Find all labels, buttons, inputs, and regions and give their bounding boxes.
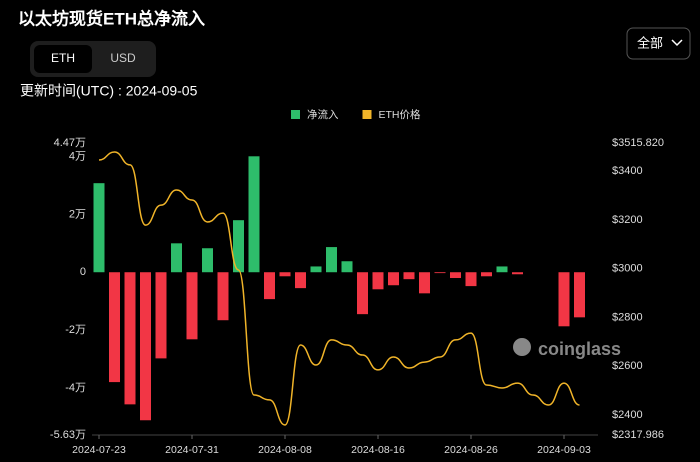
legend-swatch <box>362 110 372 119</box>
legend-swatch <box>291 110 300 119</box>
bar <box>171 243 182 273</box>
price-line <box>98 151 580 426</box>
bar <box>465 272 477 287</box>
legend-label: ETH价格 <box>379 108 421 121</box>
dropdown-arrow <box>671 39 683 47</box>
bar <box>558 272 570 327</box>
bar <box>264 272 275 300</box>
bar <box>326 247 337 273</box>
y2-tick-label: $2400 <box>612 409 643 421</box>
y-tick-label: -5.63万 <box>50 429 86 441</box>
bar <box>217 272 229 321</box>
bar <box>310 266 322 273</box>
bar <box>202 248 213 273</box>
x-tick-label: 2024-07-31 <box>165 444 219 456</box>
y2-tick-label: $3000 <box>612 263 643 275</box>
y2-tick-label: $2600 <box>612 360 643 372</box>
y2-tick-label: $3400 <box>612 165 643 177</box>
bar <box>140 272 151 421</box>
y-tick-label: -4万 <box>65 382 86 394</box>
x-tick-label: 2024-09-03 <box>537 444 591 456</box>
x-tick-label: 2024-08-16 <box>351 444 405 456</box>
bar <box>93 183 105 273</box>
update-time: 更新时间(UTC) : 2024-09-05 <box>20 83 198 99</box>
bar <box>186 272 198 340</box>
y2-tick-label: $3515.820 <box>612 137 664 149</box>
legend-label: 净流入 <box>307 108 339 121</box>
dropdown[interactable] <box>626 27 691 60</box>
bar <box>496 266 508 273</box>
bar <box>357 272 368 315</box>
toggle-selected <box>34 45 92 73</box>
y-tick-label: 2万 <box>69 208 86 220</box>
bar <box>295 272 306 289</box>
bar <box>574 272 585 318</box>
bar <box>512 272 523 275</box>
bar <box>155 272 167 359</box>
bar <box>248 156 260 273</box>
y2-tick-label: $2317.986 <box>612 429 664 441</box>
bar <box>279 272 291 277</box>
toggle-option[interactable]: USD <box>110 51 136 65</box>
y-tick-label: 4万 <box>69 150 86 162</box>
watermark-icon <box>513 338 531 356</box>
y-tick-label: -2万 <box>65 324 86 336</box>
bar <box>450 272 461 279</box>
y-tick-label: 4.47万 <box>54 137 86 149</box>
toggle-option[interactable]: ETH <box>51 51 75 65</box>
bar <box>109 272 120 383</box>
chart-title: 以太坊现货ETH总净流入 <box>18 8 205 28</box>
y-tick-label: 0 <box>80 266 86 278</box>
bar <box>419 272 430 294</box>
bar <box>233 220 244 273</box>
watermark: coinglass <box>538 339 621 359</box>
bar <box>434 272 446 274</box>
bar <box>403 272 415 280</box>
y2-tick-label: $2800 <box>612 311 643 323</box>
bar <box>124 272 136 405</box>
bar <box>372 272 384 290</box>
x-tick-label: 2024-08-08 <box>258 444 312 456</box>
x-tick-label: 2024-08-26 <box>444 444 498 456</box>
bar <box>388 272 399 286</box>
dropdown-label: 全部 <box>637 35 663 50</box>
bar <box>481 272 492 277</box>
bar <box>341 261 353 273</box>
x-tick-label: 2024-07-23 <box>72 444 126 456</box>
y2-tick-label: $3200 <box>612 214 643 226</box>
